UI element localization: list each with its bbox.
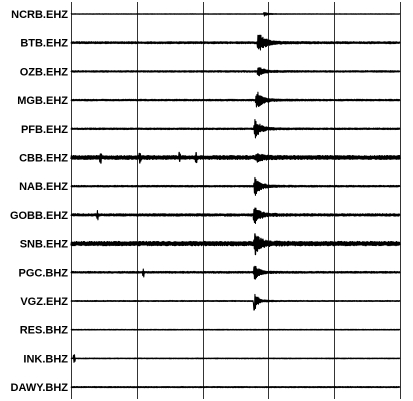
trace-res-bhz [70, 328, 401, 331]
station-label: BTB.EHZ [20, 38, 68, 50]
station-labels: NCRB.EHZ BTB.EHZ OZB.EHZ MGB.EHZ PFB.EHZ CBB.… [10, 9, 68, 394]
station-label: NAB.EHZ [19, 181, 68, 193]
station-label: DAWY.BHZ [11, 382, 69, 394]
station-label: VGZ.EHZ [20, 296, 68, 308]
vertical-grid [71, 2, 401, 399]
trace-ozb-ehz [70, 67, 401, 77]
trace-mgb-ehz [70, 91, 401, 108]
trace-btb-ehz [70, 34, 401, 51]
station-label: INK.BHZ [23, 353, 68, 365]
station-label: NCRB.EHZ [11, 9, 68, 21]
trace-pgc-bhz [70, 265, 401, 280]
station-label: RES.BHZ [20, 325, 69, 337]
station-label: OZB.EHZ [20, 66, 69, 78]
trace-cbb-ehz [70, 151, 401, 164]
trace-pfb-ehz [70, 118, 401, 139]
trace-nab-ehz [70, 176, 401, 196]
trace-ink-bhz [70, 354, 401, 363]
station-label: PGC.BHZ [19, 267, 69, 279]
trace-gobb-ehz [70, 207, 401, 224]
trace-vgz-ehz [70, 293, 401, 311]
trace-dawy-bhz [70, 385, 401, 389]
station-label: PFB.EHZ [21, 124, 68, 136]
trace-ncrb-ehz [70, 12, 401, 17]
station-label: GOBB.EHZ [10, 210, 68, 222]
station-label: CBB.EHZ [19, 153, 68, 165]
waveform-traces [70, 12, 401, 389]
station-label: SNB.EHZ [20, 239, 69, 251]
trace-snb-ehz [70, 233, 401, 256]
station-label: MGB.EHZ [17, 95, 68, 107]
